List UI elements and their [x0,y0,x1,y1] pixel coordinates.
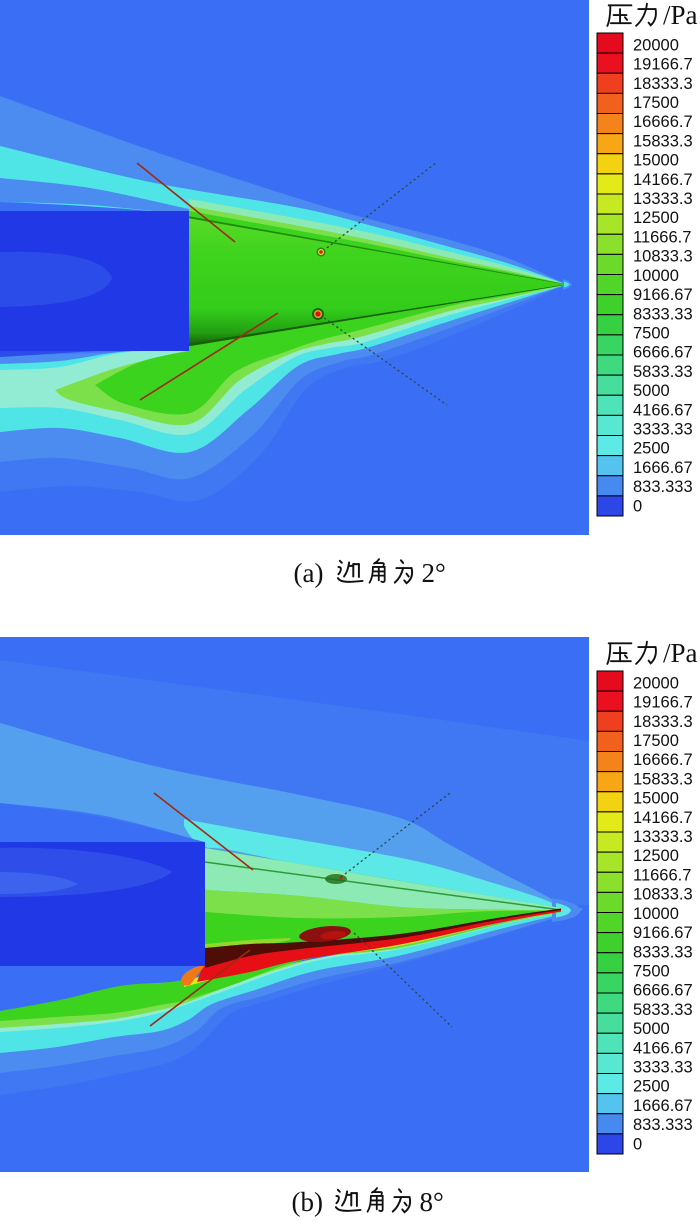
svg-text:0: 0 [633,1135,642,1153]
svg-text:19166.7: 19166.7 [633,56,693,74]
svg-text:(a): (a) [294,558,324,588]
svg-text:20000: 20000 [633,674,679,692]
svg-text:3333.33: 3333.33 [633,421,693,439]
svg-text:12500: 12500 [633,847,679,865]
svg-text:7500: 7500 [633,962,670,980]
svg-text:5833.33: 5833.33 [633,363,693,381]
svg-text:13333.3: 13333.3 [633,828,693,846]
svg-text:6666.67: 6666.67 [633,344,693,362]
svg-text:11666.7: 11666.7 [633,866,691,884]
svg-text:17500: 17500 [633,94,679,112]
svg-text:17500: 17500 [633,732,679,750]
svg-text:10833.3: 10833.3 [633,886,693,904]
svg-text:15000: 15000 [633,152,679,170]
svg-text:12500: 12500 [633,209,679,227]
svg-text:18333.3: 18333.3 [633,713,693,731]
svg-text:19166.7: 19166.7 [633,694,693,712]
svg-text:15833.3: 15833.3 [633,770,693,788]
svg-text:1666.67: 1666.67 [633,459,693,477]
svg-text:16666.7: 16666.7 [633,751,693,769]
svg-text:11666.7: 11666.7 [633,228,691,246]
svg-text:15000: 15000 [633,790,679,808]
svg-text:8°: 8° [420,1187,444,1217]
svg-text:3333.33: 3333.33 [633,1059,693,1077]
svg-text:2500: 2500 [633,1078,670,1096]
svg-text:8333.33: 8333.33 [633,943,693,961]
svg-text:(b): (b) [292,1187,323,1217]
svg-text:9166.67: 9166.67 [633,286,693,304]
svg-text:14166.7: 14166.7 [633,809,693,827]
svg-text:8333.33: 8333.33 [633,305,693,323]
svg-text:5000: 5000 [633,1020,670,1038]
svg-text:4166.67: 4166.67 [633,401,693,419]
svg-text:5833.33: 5833.33 [633,1001,693,1019]
svg-text:15833.3: 15833.3 [633,132,693,150]
svg-text:10833.3: 10833.3 [633,248,693,266]
svg-text:1666.67: 1666.67 [633,1097,693,1115]
svg-text:10000: 10000 [633,267,679,285]
svg-text:0: 0 [633,497,642,515]
svg-text:18333.3: 18333.3 [633,75,693,93]
svg-text:2°: 2° [422,558,446,588]
svg-text:14166.7: 14166.7 [633,171,693,189]
svg-text:7500: 7500 [633,324,670,342]
svg-text:4166.67: 4166.67 [633,1039,693,1057]
svg-text:20000: 20000 [633,36,679,54]
svg-text:10000: 10000 [633,905,679,923]
svg-text:2500: 2500 [633,440,670,458]
svg-text:/Pa: /Pa [663,638,698,668]
svg-text:6666.67: 6666.67 [633,982,693,1000]
svg-text:833.333: 833.333 [633,1116,693,1134]
svg-text:5000: 5000 [633,382,670,400]
svg-text:13333.3: 13333.3 [633,190,693,208]
svg-text:16666.7: 16666.7 [633,113,693,131]
svg-text:9166.67: 9166.67 [633,924,693,942]
svg-text:/Pa: /Pa [663,0,698,30]
svg-text:833.333: 833.333 [633,478,693,496]
